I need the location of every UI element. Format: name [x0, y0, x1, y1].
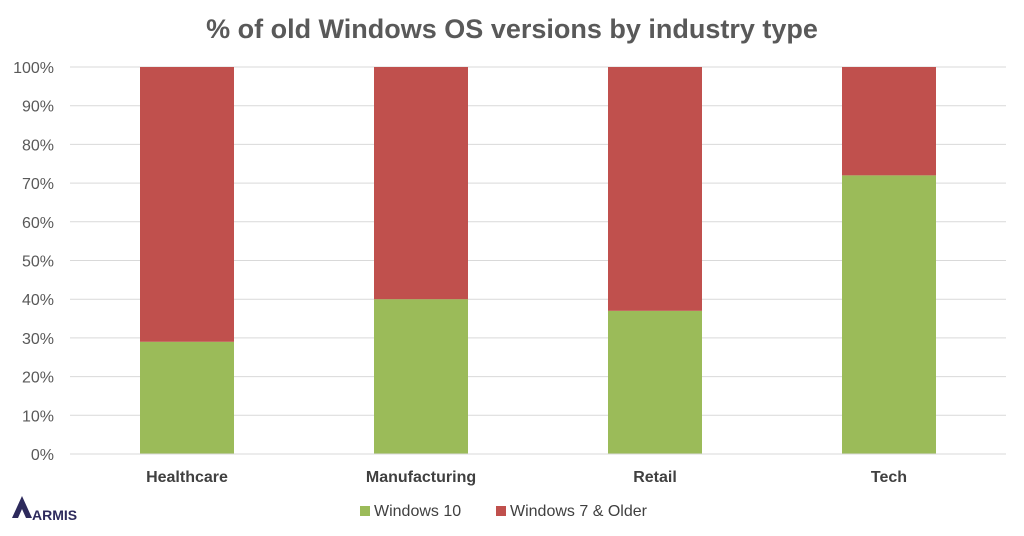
y-tick-label: 80%: [22, 137, 54, 154]
bar-retail-windows-7-older: [608, 67, 702, 311]
y-tick-label: 60%: [22, 215, 54, 232]
bar-healthcare-windows-7-older: [140, 67, 234, 342]
bars: [140, 67, 936, 455]
x-category-label: Manufacturing: [366, 469, 476, 486]
armis-logo: ARMIS: [12, 496, 77, 523]
y-tick-label: 70%: [22, 176, 54, 193]
y-axis-tick-labels: 0% 10% 20% 30% 40% 50% 60% 70% 80% 90% 100%: [13, 60, 54, 464]
legend-swatch: [496, 506, 506, 516]
x-category-label: Retail: [633, 469, 677, 486]
bar-manufacturing-windows-7-older: [374, 67, 468, 300]
armis-logo-mark: [12, 496, 32, 518]
x-category-label: Tech: [871, 469, 907, 486]
y-tick-label: 10%: [22, 408, 54, 425]
x-category-label: Healthcare: [146, 469, 228, 486]
legend-label: Windows 10: [374, 503, 461, 520]
y-tick-label: 0%: [31, 447, 54, 464]
bar-tech-windows-7-older: [842, 67, 936, 176]
bar-tech-windows-10: [842, 175, 936, 455]
bar-retail-windows-10: [608, 310, 702, 454]
y-tick-label: 30%: [22, 331, 54, 348]
bar-healthcare-windows-10: [140, 341, 234, 454]
legend: Windows 10 Windows 7 & Older: [360, 503, 648, 520]
x-axis-category-labels: Healthcare Manufacturing Retail Tech: [146, 469, 907, 486]
legend-swatch: [360, 506, 370, 516]
y-tick-label: 100%: [13, 60, 54, 77]
chart-title: % of old Windows OS versions by industry…: [206, 14, 818, 44]
legend-label: Windows 7 & Older: [510, 503, 648, 520]
bar-manufacturing-windows-10: [374, 299, 468, 454]
armis-logo-text: ARMIS: [32, 507, 77, 523]
y-tick-label: 90%: [22, 99, 54, 116]
y-tick-label: 20%: [22, 370, 54, 387]
y-tick-label: 40%: [22, 292, 54, 309]
y-tick-label: 50%: [22, 254, 54, 271]
